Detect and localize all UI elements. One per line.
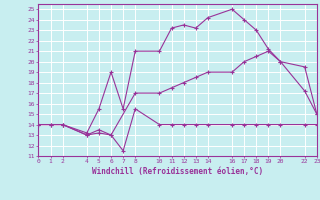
- X-axis label: Windchill (Refroidissement éolien,°C): Windchill (Refroidissement éolien,°C): [92, 167, 263, 176]
